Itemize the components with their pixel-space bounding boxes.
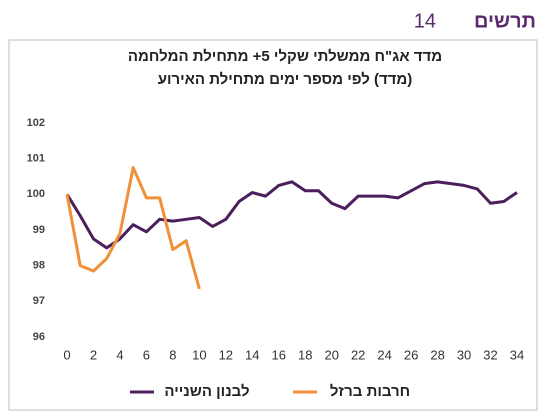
x-tick-label: 22 xyxy=(351,347,365,362)
x-tick-label: 32 xyxy=(483,347,497,362)
y-tick-label: 101 xyxy=(27,153,45,165)
x-tick-label: 8 xyxy=(169,347,176,362)
figure-label: תרשים xyxy=(474,10,536,32)
legend-label: לבנון השנייה xyxy=(164,383,249,400)
y-tick-label: 100 xyxy=(27,188,45,200)
x-tick-label: 20 xyxy=(324,347,338,362)
x-tick-label: 30 xyxy=(457,347,471,362)
x-tick-label: 6 xyxy=(143,347,150,362)
y-tick-label: 99 xyxy=(33,224,45,236)
x-tick-label: 24 xyxy=(377,347,391,362)
x-tick-label: 14 xyxy=(245,347,259,362)
x-tick-label: 4 xyxy=(116,347,123,362)
x-tick-label: 16 xyxy=(272,347,286,362)
x-tick-label: 18 xyxy=(298,347,312,362)
x-tick-label: 12 xyxy=(219,347,233,362)
x-tick-label: 0 xyxy=(63,347,70,362)
y-tick-label: 96 xyxy=(33,331,45,343)
y-tick-label: 98 xyxy=(33,260,45,272)
y-tick-label: 102 xyxy=(27,117,45,129)
x-tick-label: 28 xyxy=(430,347,444,362)
x-tick-label: 10 xyxy=(192,347,206,362)
x-tick-label: 2 xyxy=(90,347,97,362)
y-tick-label: 97 xyxy=(33,295,45,307)
series-line xyxy=(65,166,201,290)
series-line xyxy=(65,180,518,250)
chart-subtitle: (מדד) לפי מספר ימים מתחילת האירוע xyxy=(158,71,413,88)
legend-label: חרבות ברזל xyxy=(330,383,410,400)
chart-title: מדד אג"ח ממשלתי שקלי 5+ מתחילת המלחמה xyxy=(128,48,442,65)
figure-number: 14 xyxy=(414,10,436,32)
x-tick-label: 34 xyxy=(510,347,524,362)
x-tick-label: 26 xyxy=(404,347,418,362)
frame xyxy=(8,39,538,411)
